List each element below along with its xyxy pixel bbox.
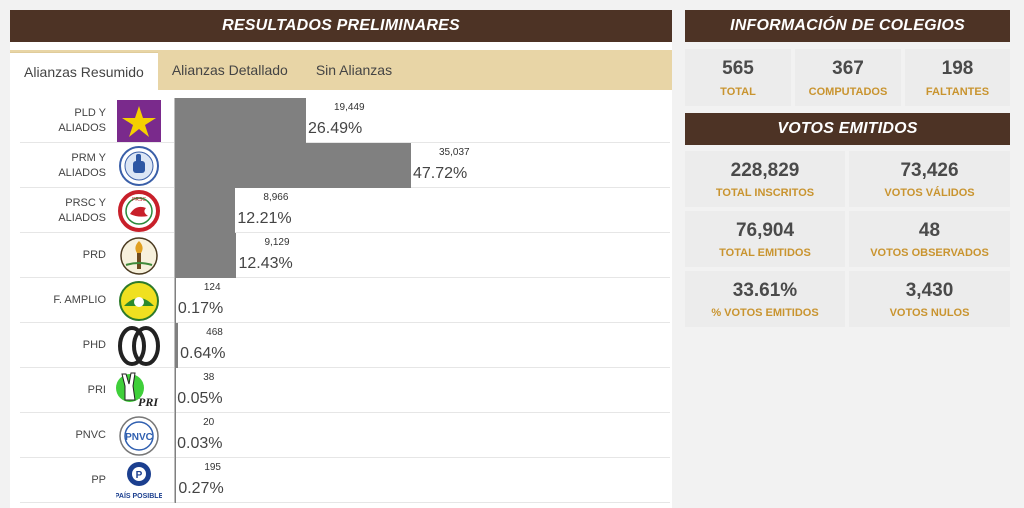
bar-value-label: 124 [203, 282, 221, 293]
svg-text:PNVC: PNVC [125, 432, 153, 443]
bar-value-label: 195 [204, 462, 221, 473]
party-row-prsc: PRSC Y ALIADOS PRSC 8,966 12.21% [20, 188, 670, 233]
party-row-pri: PRI PRI 38 0.05% [20, 368, 670, 413]
votos-nulos-value: 3,430 [905, 280, 954, 301]
colegios-total-card: 565 TOTAL [685, 49, 791, 106]
bar [175, 458, 177, 503]
svg-text:PRSC: PRSC [132, 197, 146, 203]
bar [175, 188, 236, 233]
votos-validos-card: 73,426 VOTOS VÁLIDOS [849, 151, 1010, 207]
phd-rings-logo [118, 326, 160, 366]
party-name: PRM Y ALIADOS [58, 152, 106, 179]
colegios-computados-card: 367 COMPUTADOS [795, 49, 901, 106]
party-row-pnvc: PNVC PNVC 20 0.03% [20, 413, 670, 458]
porcentaje-votos-emitidos-card: 33.61% % VOTOS EMITIDOS [685, 271, 845, 327]
bar-percent-label: 0.27% [178, 480, 224, 497]
tab-alianzas-detallado[interactable]: Alianzas Detallado [171, 62, 288, 78]
colegios-faltantes-card: 198 FALTANTES [905, 49, 1010, 106]
total-inscritos-card: 228,829 TOTAL INSCRITOS [685, 151, 845, 207]
svg-text:PAÍS POSIBLE: PAÍS POSIBLE [116, 491, 162, 500]
bar-percent-label: 0.03% [177, 435, 223, 452]
votos-validos-value: 73,426 [900, 160, 959, 181]
results-panel: RESULTADOS PRELIMINARES Alianzas Resumid… [10, 10, 672, 508]
total-emitidos-value: 76,904 [735, 220, 795, 241]
bar-percent-label: 12.43% [238, 255, 293, 272]
votos-observados-label: VOTOS OBSERVADOS [870, 247, 989, 259]
colegios-faltantes-label: FALTANTES [925, 86, 990, 98]
tab-sin-alianzas[interactable]: Sin Alianzas [315, 62, 393, 78]
party-row-pld: PLD Y ALIADOS 19,449 26.49% [20, 98, 670, 143]
total-inscritos-value: 228,829 [730, 160, 800, 181]
bar-value-label: 38 [203, 372, 215, 383]
votos-validos-label: VOTOS VÁLIDOS [884, 187, 975, 199]
party-row-f-amplio: F. AMPLIO 124 0.17% [20, 278, 670, 323]
bar-value-label: 8,966 [263, 192, 289, 203]
total-inscritos-label: TOTAL INSCRITOS [715, 187, 815, 199]
tab-alianzas-resumido[interactable]: Alianzas Resumido [10, 52, 158, 90]
total-emitidos-label: TOTAL EMITIDOS [719, 247, 811, 259]
bar-percent-label: 12.21% [237, 210, 292, 227]
bar-value-label: 9,129 [264, 237, 290, 248]
party-name: PHD [82, 339, 106, 351]
porcentaje-votos-emitidos-value: 33.61% [732, 280, 798, 301]
svg-text:PRI: PRI [138, 395, 159, 409]
party-row-prd: PRD 9,129 12.43% [20, 233, 670, 278]
party-row-prm: PRM Y ALIADOS 35,037 47.72% [20, 143, 670, 188]
bar [175, 98, 306, 143]
tab-bar: Alianzas Resumido Alianzas Detallado Sin… [10, 50, 672, 90]
bar-value-label: 20 [203, 417, 215, 428]
votos-nulos-card: 3,430 VOTOS NULOS [849, 271, 1010, 327]
frente-amplio-sun-logo [119, 281, 159, 321]
bar [175, 323, 179, 368]
party-name: PRD [82, 249, 106, 261]
bar-value-label: 468 [206, 327, 223, 338]
bar-percent-label: 26.49% [308, 120, 363, 137]
colegios-computados-value: 367 [832, 58, 864, 79]
results-title: RESULTADOS PRELIMINARES [10, 10, 672, 42]
party-name: PRSC Y ALIADOS [58, 197, 106, 224]
votos-nulos-label: VOTOS NULOS [889, 307, 970, 319]
porcentaje-votos-emitidos-label: % VOTOS EMITIDOS [711, 307, 819, 319]
colegios-faltantes-value: 198 [941, 58, 974, 79]
votos-title: VOTOS EMITIDOS [685, 113, 1010, 145]
bar-value-label: 35,037 [439, 147, 470, 158]
party-name: PP [91, 474, 106, 486]
bar-percent-label: 0.05% [177, 390, 223, 407]
colegios-computados-label: COMPUTADOS [808, 86, 888, 98]
pnvc-seal-logo: PNVC [119, 416, 159, 456]
party-name: PLD Y ALIADOS [58, 107, 106, 134]
party-name: PRI [87, 384, 106, 396]
party-row-pp: PP P PAÍS POSIBLE 195 0.27% [20, 458, 670, 503]
party-name: F. AMPLIO [53, 294, 106, 306]
total-emitidos-card: 76,904 TOTAL EMITIDOS [685, 211, 845, 267]
bar-percent-label: 0.17% [177, 300, 224, 317]
bar [175, 278, 176, 323]
svg-text:P: P [136, 470, 143, 481]
colegios-total-value: 565 [722, 58, 754, 79]
bar-percent-label: 0.64% [180, 345, 226, 362]
pais-posible-logo: P PAÍS POSIBLE [116, 462, 162, 500]
party-row-phd: PHD 468 0.64% [20, 323, 670, 368]
bar-percent-label: 47.72% [413, 165, 468, 182]
prsc-dove-logo: PRSC [118, 190, 160, 232]
pld-star-logo [117, 100, 161, 142]
prm-thumb-logo [119, 146, 159, 186]
votos-observados-card: 48 VOTOS OBSERVADOS [849, 211, 1010, 267]
prd-torch-logo [120, 237, 158, 275]
bar [175, 233, 237, 278]
bar [175, 143, 411, 188]
party-name: PNVC [75, 429, 106, 441]
colegios-total-label: TOTAL [720, 86, 756, 98]
colegios-title: INFORMACIÓN DE COLEGIOS [685, 10, 1010, 42]
bar-value-label: 19,449 [334, 102, 365, 113]
votos-observados-value: 48 [918, 220, 941, 241]
pri-victory-hand-logo: PRI [116, 372, 159, 409]
